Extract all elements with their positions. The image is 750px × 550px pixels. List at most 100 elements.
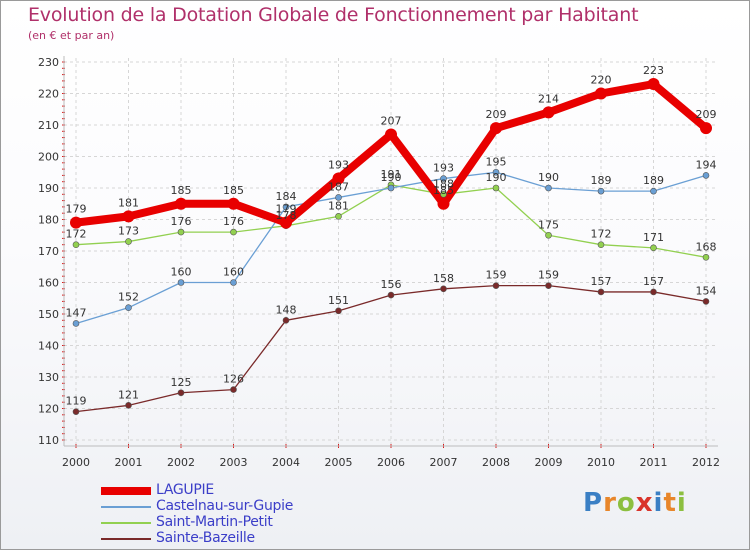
data-point: [125, 304, 132, 312]
data-point: [702, 172, 710, 179]
data-label: 194: [696, 158, 717, 171]
data-point: [650, 244, 657, 252]
data-point: [647, 78, 660, 91]
data-label: 181: [118, 196, 139, 209]
data-label: 158: [433, 272, 454, 285]
data-point: [72, 408, 80, 415]
x-tick-label-2009: 2009: [535, 456, 563, 469]
brand-logo-letter: P: [583, 488, 604, 518]
data-point: [597, 288, 605, 296]
chart-subtitle: (en € et par an): [28, 29, 115, 42]
data-point: [230, 386, 237, 393]
data-label: 184: [276, 190, 297, 203]
x-tick-label-2012: 2012: [692, 456, 720, 469]
data-label: 173: [118, 225, 139, 238]
data-point: [545, 231, 552, 239]
data-label: 195: [486, 155, 507, 168]
data-label: 168: [696, 240, 717, 253]
data-point: [282, 316, 290, 324]
data-label: 126: [223, 373, 244, 386]
data-point: [492, 282, 500, 289]
data-point: [280, 216, 292, 229]
data-point: [597, 241, 605, 248]
data-point: [335, 194, 342, 201]
x-tick-label-2002: 2002: [167, 456, 195, 469]
series-points: [70, 78, 712, 415]
data-label: 207: [381, 114, 402, 127]
data-label: 147: [66, 306, 87, 319]
x-tick-label-2000: 2000: [62, 456, 90, 469]
data-point: [440, 175, 447, 182]
y-tick-label-230: 230: [38, 56, 59, 69]
data-point: [492, 184, 500, 192]
brand-logo-letter: x: [635, 488, 654, 518]
data-point: [230, 228, 237, 236]
brand-logo: Proxiti: [583, 488, 687, 518]
data-point: [72, 241, 80, 248]
data-point: [175, 197, 187, 210]
data-label: 223: [643, 64, 664, 77]
data-point: [385, 128, 397, 141]
y-tick-label-160: 160: [38, 277, 59, 290]
data-point: [492, 168, 500, 176]
data-point: [650, 288, 657, 296]
data-label: 189: [591, 174, 612, 187]
data-point: [437, 197, 450, 210]
data-point: [335, 307, 342, 315]
data-point: [177, 389, 185, 397]
data-label: 152: [118, 291, 139, 304]
data-point: [700, 122, 712, 135]
data-point: [122, 210, 135, 223]
data-label: 188: [433, 177, 454, 190]
legend-label: Castelnau-sur-Gupie: [156, 498, 294, 514]
legend-label: LAGUPIE: [156, 482, 214, 498]
data-label: 172: [591, 228, 612, 241]
brand-logo-letter: i: [653, 488, 664, 518]
data-point: [597, 187, 605, 195]
data-point: [282, 203, 290, 211]
x-tick-label-2010: 2010: [587, 456, 615, 469]
x-tick-label-2006: 2006: [377, 456, 405, 469]
data-point: [72, 320, 80, 327]
data-label: 157: [591, 275, 612, 288]
legend-swatch: [101, 487, 151, 495]
x-tick-label-2004: 2004: [272, 456, 300, 469]
data-point: [545, 282, 552, 289]
value-labels: 119 121 125 126 148 151 156 158 159 159 157 157 154 1…: [66, 64, 717, 408]
data-label: 119: [66, 395, 87, 408]
x-tick-label-2008: 2008: [482, 456, 510, 469]
data-label: 175: [538, 218, 559, 231]
series-line-lagupie: [72, 80, 710, 227]
y-tick-label-110: 110: [38, 434, 59, 447]
data-point: [230, 279, 237, 286]
data-point: [70, 216, 82, 229]
grid-lines: [64, 58, 718, 444]
data-label: 157: [643, 275, 664, 288]
data-label: 172: [66, 228, 87, 241]
axes: 110 120 130 140 150 160 170 180 190 200 210 220 230 2…: [38, 56, 720, 469]
data-point: [335, 213, 342, 220]
y-tick-label-190: 190: [38, 182, 59, 195]
chart-title: Evolution de la Dotation Globale de Fonc…: [28, 4, 639, 26]
data-label: 156: [381, 278, 402, 291]
y-tick-label-200: 200: [38, 151, 59, 164]
data-point: [490, 122, 502, 135]
y-tick-label-150: 150: [38, 308, 59, 321]
data-label: 209: [486, 108, 507, 121]
y-tick-label-220: 220: [38, 88, 59, 101]
data-point: [387, 184, 395, 192]
x-tick-label-2011: 2011: [640, 456, 668, 469]
data-point: [332, 172, 345, 185]
data-label: 209: [696, 108, 717, 121]
data-point: [177, 279, 185, 286]
data-point: [702, 298, 710, 305]
data-point: [595, 87, 607, 100]
data-label: 176: [223, 215, 244, 228]
data-label: 151: [328, 294, 349, 307]
x-tick-label-2003: 2003: [220, 456, 248, 469]
y-tick-label-130: 130: [38, 371, 59, 384]
data-label: 176: [171, 215, 192, 228]
data-label: 154: [696, 284, 717, 297]
